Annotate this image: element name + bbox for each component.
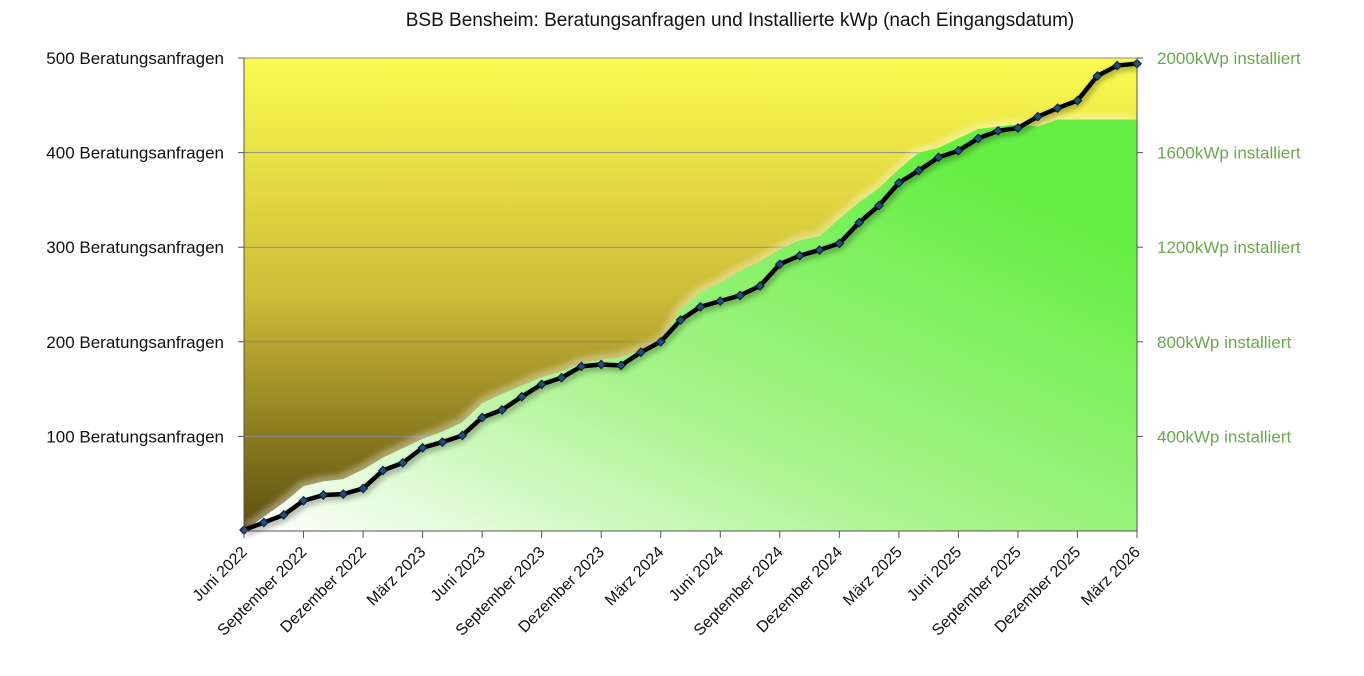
data-point [497,405,507,415]
right-axis-ticks: 400kWp installiert 800kWp installiert 1200… [1137,49,1301,446]
data-point [774,259,785,270]
x-tick-label: März 2024 [602,544,668,610]
right-tick-label: 1200kWp installiert [1157,238,1301,257]
data-point [576,361,587,372]
right-tick-label: 800kWp installiert [1157,333,1291,352]
data-point [635,347,646,358]
x-tick-label: Juni 2025 [904,544,965,605]
data-point [536,379,547,390]
data-point [298,495,309,506]
data-point [278,510,289,520]
left-tick-label: 500 Beratungsanfragen [46,49,224,68]
data-point [397,457,408,468]
data-point [1013,123,1023,133]
data-point [834,238,845,249]
data-point [1072,95,1083,106]
data-point [338,489,349,500]
x-tick-label: Juni 2024 [666,544,727,605]
data-point [1092,71,1103,81]
data-point [814,245,825,255]
data-point [516,391,527,402]
left-tick-label: 300 Beratungsanfragen [46,238,224,257]
right-tick-label: 400kWp installiert [1157,427,1291,446]
data-point [913,165,924,176]
data-point [715,296,726,307]
data-point [437,437,448,447]
data-point [794,250,805,261]
data-point [417,442,428,453]
left-tick-label: 200 Beratungsanfragen [46,333,224,352]
x-tick-label: März 2026 [1078,544,1144,610]
data-point [457,430,468,441]
data-point [874,200,884,211]
axis-layer [243,58,1138,532]
data-point [854,217,865,228]
data-point [477,412,488,423]
data-point [318,490,329,500]
x-tick-label: Juni 2023 [428,544,489,605]
left-axis-ticks: 100 Beratungsanfragen 200 Beratungsanfrag… [46,49,244,446]
data-point [973,133,984,144]
data-point [695,301,706,312]
data-point [556,372,567,383]
data-point [616,360,626,371]
data-point [933,152,944,163]
line-shadow [245,64,1140,536]
data-point [258,517,269,528]
data-point [953,145,964,156]
right-tick-label: 1600kWp installiert [1157,144,1301,163]
data-point [1052,103,1063,114]
x-tick-label: März 2023 [364,544,430,610]
data-point [755,281,765,291]
x-tick-label: März 2025 [840,544,906,610]
data-point [596,359,607,370]
data-point [1032,111,1043,122]
data-point [675,315,686,325]
chart-title: BSB Bensheim: Beratungsanfragen und Inst… [406,10,1075,31]
left-tick-label: 100 Beratungsanfragen [46,427,224,446]
line-series-beratungsanfragen [243,61,1138,533]
data-point [893,177,904,188]
data-point [1112,60,1123,71]
data-point [358,483,368,494]
right-tick-label: 2000kWp installiert [1157,49,1301,68]
x-tick-label: Juni 2022 [190,544,251,605]
data-point [735,290,746,301]
left-tick-label: 400 Beratungsanfragen [46,144,224,163]
line-layer [239,58,1142,536]
data-point [655,336,666,347]
data-point [378,465,388,476]
data-point [993,125,1003,136]
